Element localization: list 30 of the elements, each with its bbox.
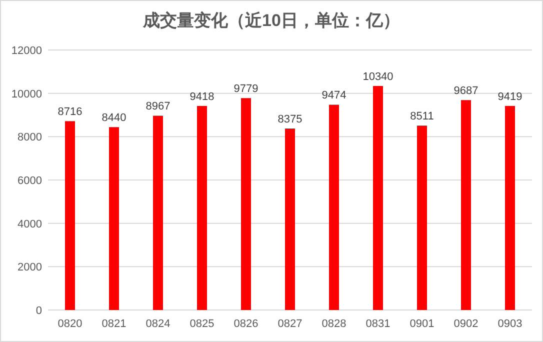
y-tick-label: 0 xyxy=(36,305,42,317)
x-tick-label: 0901 xyxy=(410,318,434,330)
x-tick-label: 0902 xyxy=(454,318,478,330)
x-tick-label: 0828 xyxy=(322,318,346,330)
data-label: 8511 xyxy=(410,110,434,123)
data-label: 9419 xyxy=(498,90,522,103)
x-tick-label: 0824 xyxy=(146,318,170,330)
x-tick-label: 0820 xyxy=(58,318,82,330)
x-tick-label: 0825 xyxy=(190,318,214,330)
y-tick-label: 8000 xyxy=(18,132,42,144)
x-tick-label: 0821 xyxy=(102,318,126,330)
y-tick-label: 6000 xyxy=(18,175,42,187)
data-label: 8716 xyxy=(58,106,82,118)
x-tick-label: 0827 xyxy=(278,318,302,330)
y-tick-label: 4000 xyxy=(18,218,42,230)
x-tick-label: 0826 xyxy=(234,318,258,330)
data-label: 9779 xyxy=(234,83,258,96)
data-label: 8440 xyxy=(102,112,126,124)
y-tick-label: 12000 xyxy=(11,45,42,57)
data-label: 9474 xyxy=(322,90,346,102)
data-label: 9418 xyxy=(190,90,214,103)
x-tick-label: 0831 xyxy=(366,318,390,330)
data-label: 8967 xyxy=(146,100,170,113)
x-tick-label: 0903 xyxy=(498,318,522,330)
data-label: 8375 xyxy=(278,114,302,126)
y-tick-label: 2000 xyxy=(18,262,42,274)
data-label: 10340 xyxy=(362,70,394,83)
data-label: 9687 xyxy=(454,85,478,98)
y-tick-label: 10000 xyxy=(11,88,42,100)
chart-title: 成交量变化（近10日，单位：亿） xyxy=(142,11,400,30)
